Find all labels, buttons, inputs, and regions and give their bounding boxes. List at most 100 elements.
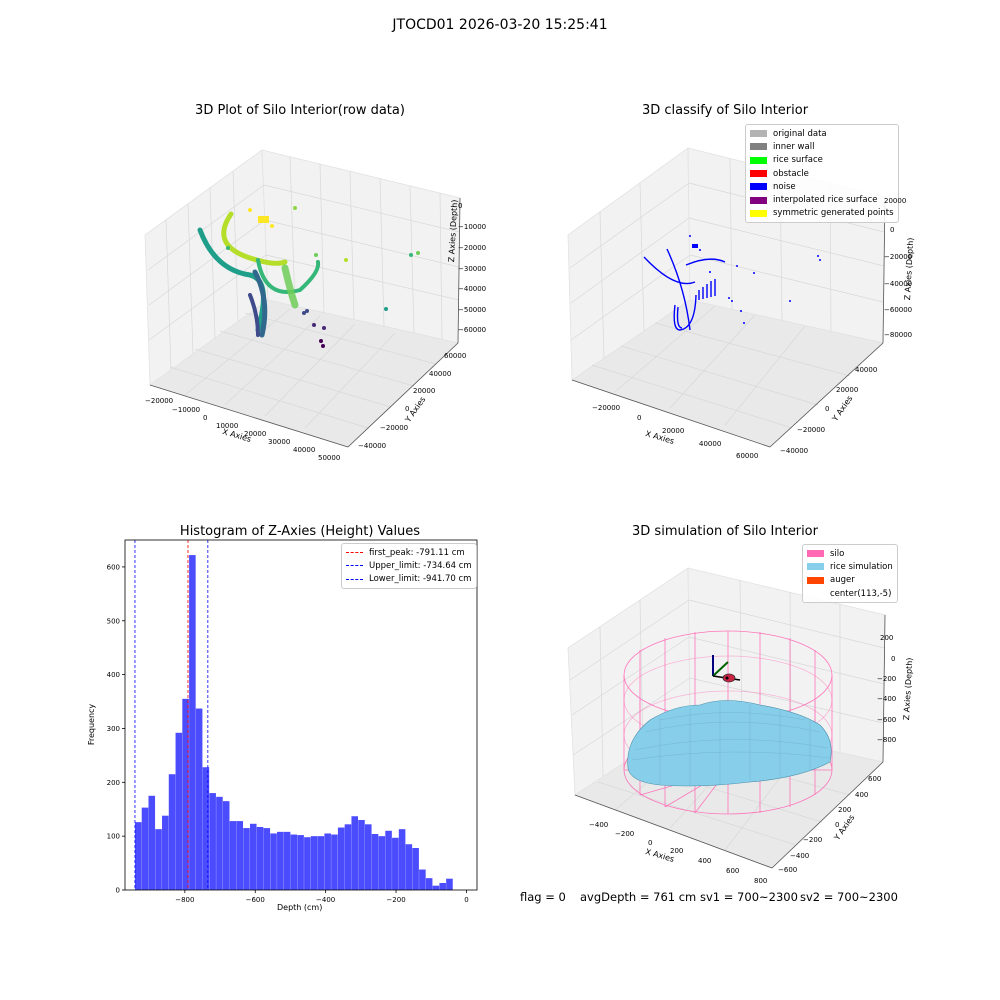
- panel2-ztick: −20000: [884, 253, 913, 261]
- legend-item: first_peak: -791.11 cm: [346, 546, 472, 559]
- panel3-title: Histogram of Z-Axies (Height) Values: [179, 524, 421, 539]
- status-avg-depth: avgDepth = 761 cm: [580, 890, 697, 904]
- panel4-ytick: 600: [868, 775, 882, 783]
- legend-item: Lower_limit: -941.70 cm: [346, 573, 472, 586]
- panel1-xtick: 20000: [244, 430, 267, 438]
- panel1-ztick: −60000: [458, 326, 487, 334]
- histogram-bar: [358, 820, 365, 890]
- histogram-xtick-label: −400: [316, 896, 335, 904]
- status-sv1: sv1 = 700~2300: [700, 890, 798, 904]
- legend-label: Upper_limit: -734.64 cm: [369, 560, 472, 571]
- legend-item: inner wall: [750, 140, 894, 153]
- panel1-ztick: −20000: [458, 244, 487, 252]
- histogram-ytick-label: 300: [107, 725, 120, 733]
- panel4-ytick: 0: [835, 821, 840, 829]
- histogram-bar: [148, 795, 156, 890]
- panel2-xtick: 40000: [699, 440, 722, 448]
- legend-label: original data: [773, 128, 827, 139]
- panel4-title: 3D simulation of Silo Interior: [632, 524, 818, 539]
- panel1-ytick: −40000: [358, 442, 387, 450]
- histogram-bar: [405, 844, 413, 890]
- legend-label: obstacle: [773, 168, 809, 179]
- histogram-bar: [385, 830, 392, 890]
- legend-item: center(113,-5): [807, 587, 893, 600]
- panel4-legend: silo rice simulation auger center(113,-5…: [802, 544, 898, 604]
- histogram-bar: [392, 837, 399, 890]
- legend-swatch: [750, 170, 767, 178]
- histogram-bar: [155, 829, 162, 890]
- histogram-xlabel: Depth (cm): [277, 903, 323, 912]
- legend-swatch: [750, 209, 767, 217]
- histogram-bar: [446, 878, 453, 890]
- panel4-ztick: −200: [877, 675, 897, 683]
- panel4-ytick: 200: [838, 806, 852, 814]
- panel1-ytick: 60000: [444, 352, 467, 360]
- histogram-bar: [432, 885, 440, 890]
- histogram-bar: [182, 698, 189, 890]
- panel2-xtick: −20000: [592, 404, 621, 412]
- histogram-bar: [364, 824, 372, 890]
- histogram-bar: [189, 555, 196, 890]
- panel4-xtick: 400: [698, 857, 712, 865]
- panel2-ytick: 20000: [836, 386, 859, 394]
- histogram-bar: [378, 836, 386, 890]
- histogram-bar: [337, 827, 345, 890]
- panel4-xtick: −400: [589, 821, 609, 829]
- histogram-frame: [124, 539, 478, 891]
- histogram-bar: [263, 828, 271, 890]
- panel4-xtick: 600: [726, 867, 740, 875]
- legend-label: first_peak: -791.11 cm: [369, 547, 465, 558]
- panel2-ytick: −40000: [780, 447, 809, 455]
- legend-swatch: [750, 130, 767, 138]
- panel2-ztick: −40000: [884, 280, 913, 288]
- panel2-ztick: −80000: [884, 331, 913, 339]
- legend-item: rice surface: [750, 154, 894, 167]
- panel4-ytick: −600: [778, 866, 798, 874]
- histogram-bar: [304, 837, 311, 890]
- panel1-ztick: −30000: [458, 265, 487, 273]
- histogram-bar: [371, 834, 379, 890]
- legend-item: interpolated rice surface: [750, 193, 894, 206]
- legend-item: symmetric generated points: [750, 207, 894, 220]
- panel4-ztick: −800: [877, 736, 897, 744]
- legend-swatch: [807, 576, 824, 584]
- panel1-ytick: 20000: [413, 387, 436, 395]
- histogram-bar: [222, 801, 230, 890]
- histogram-bar: [249, 823, 257, 890]
- panel1-ztick: −10000: [458, 223, 487, 231]
- histogram-bar: [297, 835, 304, 890]
- panel2-ztick: 20000: [884, 197, 907, 205]
- panel4-xtick: 800: [754, 877, 768, 885]
- panel1-xtick: 10000: [216, 422, 239, 430]
- panel4-ytick: −200: [803, 836, 823, 844]
- histogram-bar: [175, 732, 183, 890]
- panel2-title: 3D classify of Silo Interior: [641, 103, 809, 118]
- legend-label: rice surface: [773, 155, 823, 166]
- histogram-ylabel: Frequency: [87, 703, 97, 746]
- legend-swatch: [750, 143, 767, 151]
- histogram-bar: [141, 807, 149, 890]
- legend-line: [346, 565, 363, 567]
- panel1-xtick: −20000: [145, 397, 174, 405]
- legend-swatch: [807, 563, 824, 571]
- legend-swatch: [807, 590, 824, 597]
- panel1-ztick: −50000: [458, 306, 487, 314]
- histogram-ytick-label: 100: [107, 833, 120, 841]
- legend-item: Upper_limit: -734.64 cm: [346, 559, 472, 572]
- histogram-ytick-label: 400: [107, 671, 120, 679]
- histogram-ytick-label: 600: [107, 563, 120, 571]
- histogram-xtick-label: −800: [175, 896, 194, 904]
- legend-item: noise: [750, 180, 894, 193]
- figure-title: JTOCD01 2026-03-20 15:25:41: [392, 17, 608, 33]
- histogram-ytick-label: 0: [116, 887, 120, 895]
- panel1-ytick: 40000: [429, 370, 452, 378]
- legend-item: rice simulation: [807, 560, 893, 573]
- panel4-ytick: −400: [790, 852, 810, 860]
- panel1-xtick: 50000: [318, 454, 341, 462]
- panel1-xtick: 40000: [293, 446, 316, 454]
- panel1-title: 3D Plot of Silo Interior(row data): [195, 103, 405, 118]
- panel1-xtick: 30000: [268, 438, 291, 446]
- histogram-bar: [412, 848, 419, 890]
- panel2-3d-plot: [567, 147, 886, 448]
- histogram-xtick-label: 0: [464, 896, 468, 904]
